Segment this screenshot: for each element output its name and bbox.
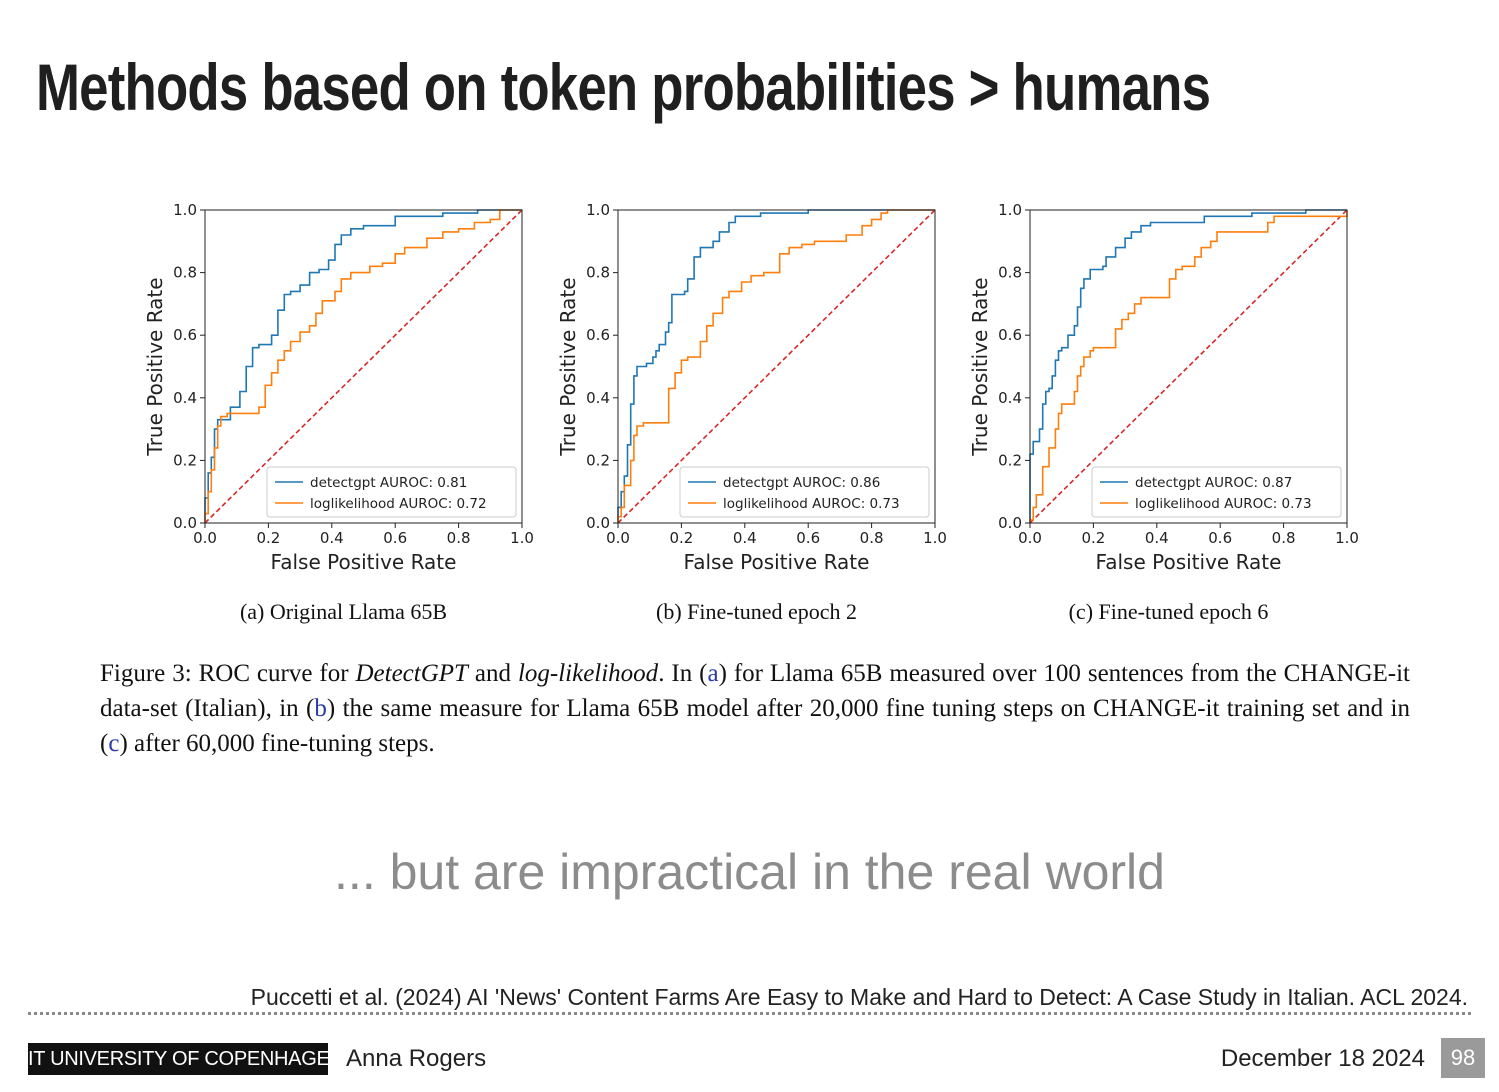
caption-text: ) for Llama 65B measured over 100 senten… — [100, 660, 1410, 722]
y-tick-label: 1.0 — [586, 201, 610, 219]
author-name: Anna Rogers — [346, 1045, 487, 1072]
y-axis-label: True Positive Rate — [556, 277, 580, 456]
x-tick-label: 0.8 — [1272, 529, 1296, 547]
x-tick-label: 0.4 — [1145, 529, 1169, 547]
legend-entry-loglikelihood: loglikelihood AUROC: 0.72 — [310, 496, 487, 512]
y-tick-label: 0.8 — [586, 264, 610, 282]
figure-caption: Figure 3: ROC curve for DetectGPT and lo… — [100, 656, 1410, 761]
chance-diagonal-line — [1029, 209, 1348, 524]
page-number: 98 — [1441, 1038, 1485, 1078]
plot-frame — [204, 209, 523, 524]
x-tick-label: 1.0 — [923, 529, 947, 547]
legend-entry-loglikelihood: loglikelihood AUROC: 0.73 — [723, 496, 900, 512]
legend-box — [679, 466, 930, 518]
slide-title: Methods based on token probabilities > h… — [36, 50, 1211, 124]
chart-legend: detectgpt AUROC: 0.86 loglikelihood AUROC… — [679, 466, 930, 518]
plot-frame — [617, 209, 936, 524]
chart-legend: detectgpt AUROC: 0.81 loglikelihood AUROC… — [266, 466, 517, 518]
y-tick-label: 0.8 — [173, 264, 197, 282]
chart-legend: detectgpt AUROC: 0.87 loglikelihood AUROC… — [1091, 466, 1342, 518]
panel-subcaption: (c) Fine-tuned epoch 6 — [1069, 599, 1269, 624]
slide-subtitle: ... but are impractical in the real worl… — [334, 844, 1165, 900]
series-line-loglikelihood — [1029, 210, 1348, 523]
x-axis-label: False Positive Rate — [684, 550, 870, 574]
x-tick-label: 0.0 — [193, 529, 217, 547]
citation: Puccetti et al. (2024) AI 'News' Content… — [250, 984, 1468, 1010]
roc-chart-2: 0.0 0.2 0.4 0.6 0.8 1.0 0.0 0.2 0.4 0.6 0.8 1.0 Fals… — [556, 201, 947, 624]
x-tick-label: 0.0 — [1018, 529, 1042, 547]
y-axis-label: True Positive Rate — [143, 277, 167, 456]
roc-chart-1: 0.0 0.2 0.4 0.6 0.8 1.0 0.0 0.2 0.4 0.6 0.8 1.0 Fals… — [143, 201, 534, 624]
legend-entry-detectgpt: detectgpt AUROC: 0.87 — [1135, 475, 1292, 491]
chance-diagonal-line — [617, 209, 936, 524]
roc-chart-3: 0.0 0.2 0.4 0.6 0.8 1.0 0.0 0.2 0.4 0.6 0.8 1.0 Fals… — [968, 201, 1359, 624]
caption-panel-ref: a — [707, 660, 719, 687]
series-line-detectgpt — [1029, 209, 1347, 523]
presentation-date: December 18 2024 — [1220, 1045, 1425, 1072]
footer-divider — [28, 1012, 1471, 1015]
roc-figure: 0.0 0.2 0.4 0.6 0.8 1.0 0.0 0.2 0.4 0.6 0.8 1.0 Fals… — [143, 201, 1359, 624]
x-tick-label: 0.2 — [1081, 529, 1105, 547]
legend-entry-loglikelihood: loglikelihood AUROC: 0.73 — [1135, 496, 1312, 512]
x-tick-label: 0.8 — [860, 529, 884, 547]
y-tick-label: 0.6 — [173, 326, 197, 344]
chance-diagonal-line — [204, 209, 523, 524]
caption-text: ) the same measure for Llama 65B model a… — [100, 695, 1410, 757]
caption-panel-ref: b — [314, 695, 327, 722]
legend-box — [266, 466, 517, 518]
x-tick-label: 0.2 — [256, 529, 280, 547]
y-tick-label: 0.0 — [586, 514, 610, 532]
series-line-loglikelihood — [204, 209, 522, 523]
x-tick-label: 1.0 — [1335, 529, 1359, 547]
x-axis-label: False Positive Rate — [271, 550, 457, 574]
caption-text: DetectGPT — [355, 660, 468, 687]
caption-text: Figure 3: ROC curve for — [100, 660, 356, 687]
legend-box — [1091, 466, 1342, 518]
y-tick-label: 1.0 — [173, 201, 197, 219]
y-tick-label: 0.8 — [998, 264, 1022, 282]
y-tick-label: 0.4 — [586, 389, 610, 407]
y-tick-label: 0.2 — [998, 451, 1022, 469]
caption-text: and — [467, 660, 518, 687]
x-axis-label: False Positive Rate — [1096, 550, 1282, 574]
caption-text: . In ( — [658, 660, 708, 687]
y-tick-label: 0.4 — [173, 389, 197, 407]
university-logo: IT UNIVERSITY OF COPENHAGEN — [28, 1043, 344, 1075]
x-tick-label: 0.0 — [606, 529, 630, 547]
legend-entry-detectgpt: detectgpt AUROC: 0.81 — [310, 475, 467, 491]
y-tick-label: 0.0 — [998, 514, 1022, 532]
panel-subcaption: (b) Fine-tuned epoch 2 — [656, 599, 857, 624]
caption-text: log-likelihood — [517, 660, 659, 687]
y-axis-label: True Positive Rate — [968, 277, 992, 456]
y-tick-label: 0.6 — [998, 326, 1022, 344]
x-tick-label: 0.6 — [383, 529, 407, 547]
caption-text: ) after 60,000 fine-tuning steps. — [119, 730, 435, 757]
y-tick-label: 0.6 — [586, 326, 610, 344]
y-tick-label: 0.2 — [173, 451, 197, 469]
x-tick-label: 0.2 — [669, 529, 693, 547]
x-tick-label: 1.0 — [510, 529, 534, 547]
caption-panel-ref: c — [108, 730, 120, 757]
x-tick-label: 0.6 — [796, 529, 820, 547]
panel-subcaption: (a) Original Llama 65B — [240, 599, 447, 624]
x-tick-label: 0.4 — [733, 529, 757, 547]
x-tick-label: 0.8 — [447, 529, 471, 547]
series-line-loglikelihood — [617, 209, 935, 523]
y-tick-label: 0.2 — [586, 451, 610, 469]
series-line-detectgpt — [617, 209, 935, 523]
y-tick-label: 0.0 — [173, 514, 197, 532]
y-tick-label: 1.0 — [998, 201, 1022, 219]
x-tick-label: 0.6 — [1208, 529, 1232, 547]
y-tick-label: 0.4 — [998, 389, 1022, 407]
legend-entry-detectgpt: detectgpt AUROC: 0.86 — [723, 475, 880, 491]
x-tick-label: 0.4 — [320, 529, 344, 547]
plot-frame — [1029, 209, 1348, 524]
